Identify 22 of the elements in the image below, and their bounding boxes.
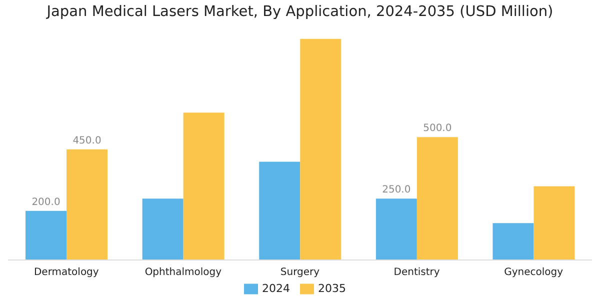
chart-title: Japan Medical Lasers Market, By Application, 2024-2035 (USD Million) <box>45 4 554 20</box>
x-tick-label: Dentistry <box>394 267 440 278</box>
bar <box>534 186 575 260</box>
bar <box>259 162 300 260</box>
data-label: 200.0 <box>32 196 60 208</box>
x-tick-label: Gynecology <box>504 267 564 278</box>
legend-label: 2024 <box>262 282 290 296</box>
x-tick-label: Dermatology <box>34 267 99 278</box>
bar <box>26 210 67 260</box>
x-tick-label: Ophthalmology <box>144 267 222 278</box>
bar <box>492 223 534 260</box>
bar <box>183 112 224 260</box>
legend-label: 2035 <box>318 282 346 296</box>
data-label: 500.0 <box>423 123 452 134</box>
bar <box>66 149 108 260</box>
data-label: 450.0 <box>72 135 102 146</box>
bar <box>300 38 342 260</box>
bar <box>376 198 417 260</box>
bar <box>416 137 458 260</box>
x-tick-label: Surgery <box>280 267 320 278</box>
data-label: 250.0 <box>382 184 411 196</box>
bar <box>142 198 184 260</box>
